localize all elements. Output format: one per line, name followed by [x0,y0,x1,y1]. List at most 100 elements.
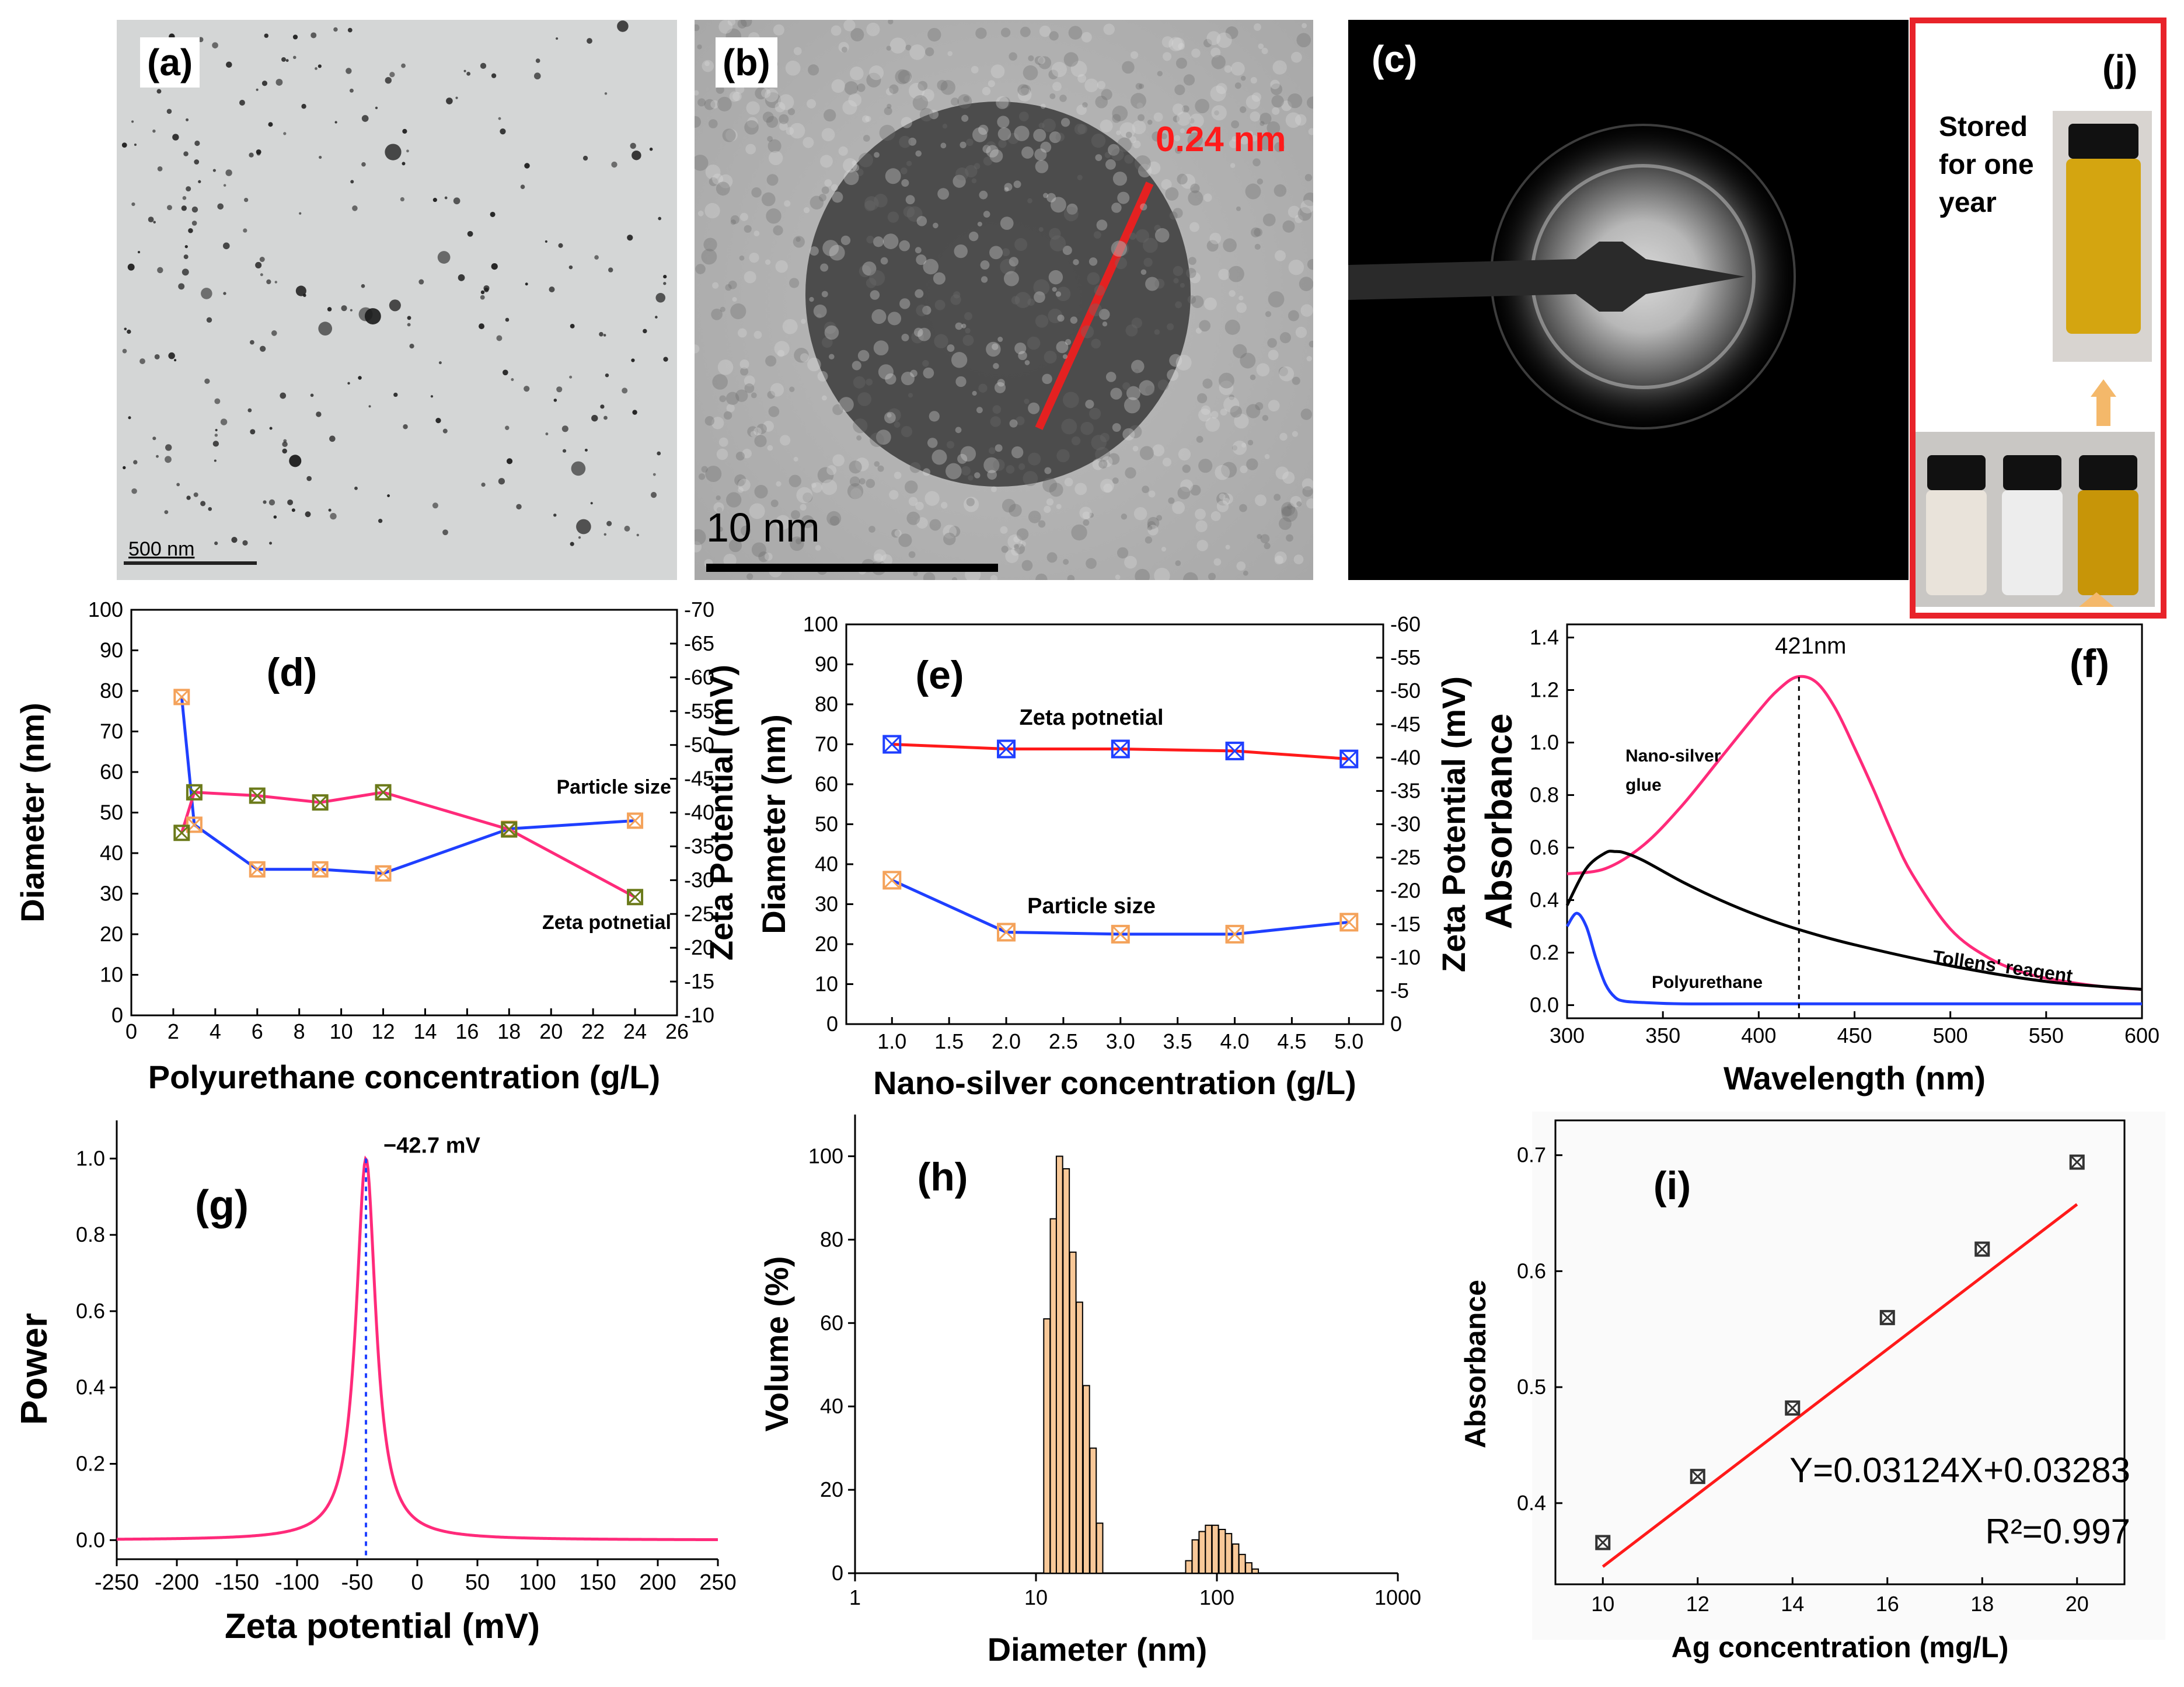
tem-particle [491,73,497,78]
hrtem-grain [947,51,953,57]
series-line-power-g [116,1155,718,1542]
hrtem-grain [1257,178,1264,185]
hrtem-grain [934,299,946,310]
hrtem-grain [879,124,895,141]
hrtem-grain [761,192,776,207]
bar-h [1043,1318,1051,1574]
hrtem-grain [1178,448,1191,461]
hrtem-grain [1076,104,1087,116]
hrtem-grain [847,483,864,500]
y2-tick-label-e: -60 [1390,612,1421,636]
panel-d-label: (d) [267,650,318,694]
tem-particle [385,76,392,84]
hrtem-grain [1122,382,1131,390]
x-tick-label-i: 18 [1970,1592,1994,1616]
hrtem-grain [1014,238,1028,252]
hrtem-grain [1271,83,1283,95]
hrtem-grain [1124,556,1137,569]
hrtem-grain [756,424,767,434]
hrtem-grain [997,127,1011,141]
tem-particle [350,309,353,312]
hrtem-grain [831,25,842,36]
hrtem-grain [770,500,779,508]
hrtem-grain [1154,568,1170,580]
hrtem-grain [1067,575,1075,580]
hrtem-grain [929,110,939,120]
x-axis-label-e: Nano-silver concentration (g/L) [873,1064,1356,1101]
y2-tick-label-e: -50 [1390,679,1421,703]
hrtem-grain [1169,211,1178,220]
hrtem-grain [831,184,838,191]
hrtem-grain [880,554,893,567]
tem-particle [432,502,438,509]
hrtem-grain [725,284,732,291]
hrtem-grain [796,237,801,242]
hrtem-grain [1236,302,1247,313]
hrtem-grain [1009,419,1018,428]
hrtem-grain [977,221,982,227]
hrtem-grain [1000,27,1011,37]
hrtem-grain [1240,465,1248,473]
tem-particle [261,81,268,86]
tem-particle [182,268,189,276]
tem-particle [467,230,473,237]
hrtem-grain [1281,506,1292,517]
tem-particle [186,186,191,192]
hrtem-grain [1052,287,1057,292]
hrtem-grain [1061,418,1077,435]
point-zeta-d [312,794,329,811]
tem-particle [191,206,198,213]
bar-h [1251,1568,1260,1574]
tem-particle [496,335,503,341]
hrtem-grain [934,334,948,348]
tem-particle [603,415,608,420]
hrtem-grain [1007,132,1019,145]
tem-particle [341,305,347,312]
series-line-f-0 [1567,675,2143,991]
hrtem-grain [1195,520,1208,532]
hrtem-grain [917,327,931,341]
hrtem-grain [933,272,946,285]
tem-particle [657,451,661,456]
tem-particle [217,203,224,210]
hrtem-grain [1296,33,1311,48]
hrtem-grain [868,526,875,533]
hrtem-grain [725,392,739,405]
hrtem-grain [857,350,870,362]
hrtem-grain [832,191,843,203]
hrtem-grain [1038,520,1046,528]
hrtem-grain [985,141,996,152]
y-tick-label-e: 70 [815,732,838,756]
hrtem-grain [916,304,928,316]
hrtem-grain [1224,65,1232,73]
hrtem-grain [794,348,809,363]
hrtem-grain [877,465,884,472]
hrtem-grain [737,328,747,338]
tem-particle [402,162,406,166]
hrtem-grain [701,466,708,473]
hrtem-grain [730,215,739,224]
hrtem-grain [1064,477,1073,487]
hrtem-grain [974,163,981,170]
panel-b-hrtem: (b) 0.24 nm 10 nm [695,20,1313,580]
hrtem-grain [1214,110,1219,116]
hrtem-grain [1124,397,1140,414]
hrtem-grain [1288,259,1304,275]
hrtem-grain [1216,500,1229,512]
hrtem-grain [1017,88,1032,102]
hrtem-grain [1183,74,1195,86]
hrtem-grain [1081,32,1092,43]
tem-particle [498,478,505,485]
hrtem-grain [838,146,848,156]
y-tick-label-d: 0 [111,1003,123,1027]
hrtem-grain [821,395,827,401]
hrtem-grain [1042,118,1056,132]
tem-particle [260,345,266,352]
y-tick-label-h: 100 [808,1144,843,1168]
tem-particle [122,348,127,354]
hrtem-grain [843,20,856,32]
hrtem-grain [1262,415,1269,421]
tem-particle [570,542,574,546]
hrtem-grain [1220,408,1227,416]
x-tick-label-d: 20 [539,1019,563,1043]
